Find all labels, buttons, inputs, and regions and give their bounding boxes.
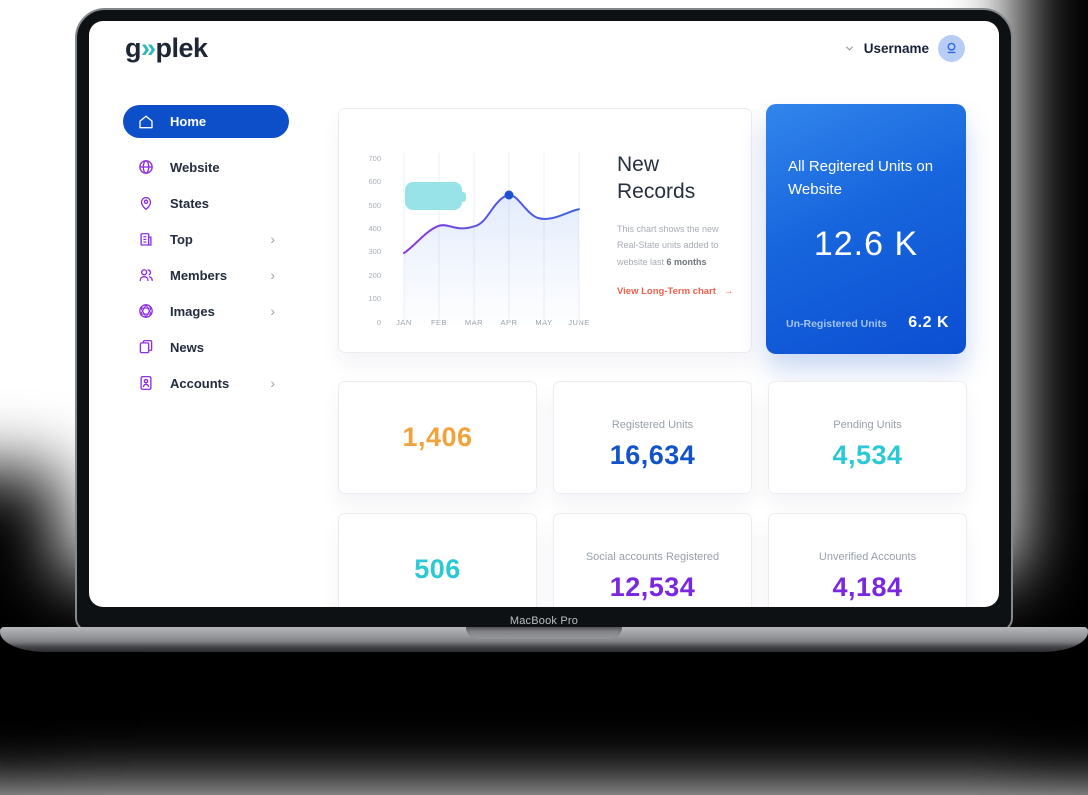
laptop-base-notch: [466, 627, 622, 639]
sidebar-item-label: Images: [170, 303, 215, 319]
sidebar-item-label: News: [170, 339, 204, 355]
stat-value: 4,534: [832, 439, 903, 470]
laptop-base: [0, 627, 1088, 652]
news-icon: [139, 339, 153, 354]
stat-card-registered-units: Registered Units 16,634: [553, 381, 752, 494]
y-tick: 200: [368, 271, 381, 280]
laptop-screen: g»plek Username: [89, 21, 999, 607]
username-label: Username: [863, 41, 929, 56]
stat-value: 1,406: [402, 422, 473, 452]
y-tick: 300: [368, 247, 381, 256]
device-label: MacBook Pro: [509, 615, 579, 627]
chevron-right-icon: ›: [270, 267, 275, 283]
unregistered-units-label: Un-Registered Units: [786, 318, 887, 330]
members-icon: [139, 269, 153, 282]
avatar[interactable]: [938, 35, 965, 62]
blue-card-title: All Regitered Units on Website: [788, 158, 934, 198]
building-icon: [140, 233, 152, 246]
series-line: [403, 194, 580, 254]
origin-tick: 0: [376, 318, 381, 327]
tooltip-nub: [460, 192, 466, 202]
highlight-marker: [504, 190, 514, 200]
logo-chevrons-icon: »: [141, 33, 156, 63]
blue-card-footer: Un-Registered Units 6.2 K: [786, 314, 949, 332]
sidebar-item-label: States: [170, 195, 210, 211]
sidebar-item-label: Accounts: [170, 375, 230, 391]
stat-card-1: 1,406: [338, 381, 537, 494]
tooltip-bubble: [405, 182, 462, 210]
stat-card-unverified-accounts: Unverified Accounts 4,184: [768, 513, 967, 607]
logo-text-pre: g: [125, 33, 142, 63]
backdrop-shadow-left: [0, 470, 60, 730]
chart-text-column: New Records This chart shows the new Rea…: [617, 151, 739, 297]
sidebar-item-accounts[interactable]: Accounts ›: [123, 365, 289, 401]
globe-icon: [139, 160, 153, 174]
sidebar-item-label: Website: [170, 159, 220, 175]
chevron-right-icon: ›: [270, 303, 275, 319]
y-tick: 500: [368, 201, 381, 210]
link-label: View Long-Term chart: [617, 285, 716, 297]
sidebar-item-home[interactable]: Home: [123, 105, 289, 138]
stat-value: 4,184: [832, 571, 903, 602]
sidebar-item-news[interactable]: News: [123, 329, 289, 365]
sidebar-item-label: Members: [170, 267, 228, 283]
chevron-down-icon: [845, 46, 853, 51]
sidebar-item-images[interactable]: Images ›: [123, 293, 289, 329]
sidebar-item-website[interactable]: Website: [123, 149, 289, 185]
new-records-chart-card: 700 600 500 400 300 200 100 0 JAN FEB MA…: [338, 108, 752, 353]
stat-label: Registered Units: [611, 418, 694, 431]
sidebar-item-top[interactable]: Top ›: [123, 221, 289, 257]
area-fill: [404, 195, 579, 323]
blue-card-value: 12.6 K: [813, 225, 919, 263]
aperture-icon: [139, 304, 153, 318]
stat-value: 12,534: [609, 571, 696, 602]
chevron-right-icon: ›: [270, 375, 275, 391]
person-icon: [947, 42, 956, 54]
chart-description-bold: 6 months: [666, 256, 707, 267]
y-tick: 100: [368, 294, 381, 303]
map-pin-icon: [140, 196, 152, 211]
sidebar-item-label: Top: [170, 231, 193, 247]
all-registered-units-card: All Regitered Units on Website 12.6 K Un…: [766, 104, 966, 354]
chevron-right-icon: ›: [270, 231, 275, 247]
view-long-term-chart-link[interactable]: View Long-Term chart →: [617, 286, 739, 297]
laptop-lid: g»plek Username: [75, 8, 1013, 632]
unregistered-units-value: 6.2 K: [908, 314, 949, 331]
stat-value: 16,634: [609, 439, 696, 470]
stat-label: Social accounts Registered: [585, 550, 720, 563]
sidebar: Home Website States: [123, 105, 289, 401]
dashboard: g»plek Username: [89, 21, 999, 607]
chart-title: New Records: [617, 153, 696, 204]
stat-card-social-accounts: Social accounts Registered 12,534: [553, 513, 752, 607]
logo-text-post: plek: [155, 33, 209, 63]
stat-value: 506: [414, 554, 461, 584]
sidebar-item-label: Home: [170, 114, 207, 129]
y-tick: 600: [368, 177, 381, 186]
arrow-right-icon: →: [723, 285, 734, 297]
accounts-icon: [140, 375, 152, 391]
stat-card-pending-units: Pending Units 4,534: [768, 381, 967, 494]
stat-label: Unverified Accounts: [818, 550, 917, 563]
user-menu[interactable]: Username: [844, 35, 965, 62]
chart-description: This chart shows the new Real-State unit…: [617, 221, 735, 271]
stat-card-2: 506: [338, 513, 537, 607]
chart-description-text: This chart shows the new Real-State unit…: [617, 223, 719, 267]
y-tick: 400: [368, 224, 381, 233]
app-logo: g»plek: [125, 33, 208, 64]
sidebar-item-states[interactable]: States: [123, 185, 289, 221]
sidebar-item-members[interactable]: Members ›: [123, 257, 289, 293]
y-tick: 700: [368, 154, 381, 163]
home-icon: [139, 115, 153, 128]
line-chart: [403, 153, 580, 323]
stat-label: Pending Units: [833, 418, 902, 431]
